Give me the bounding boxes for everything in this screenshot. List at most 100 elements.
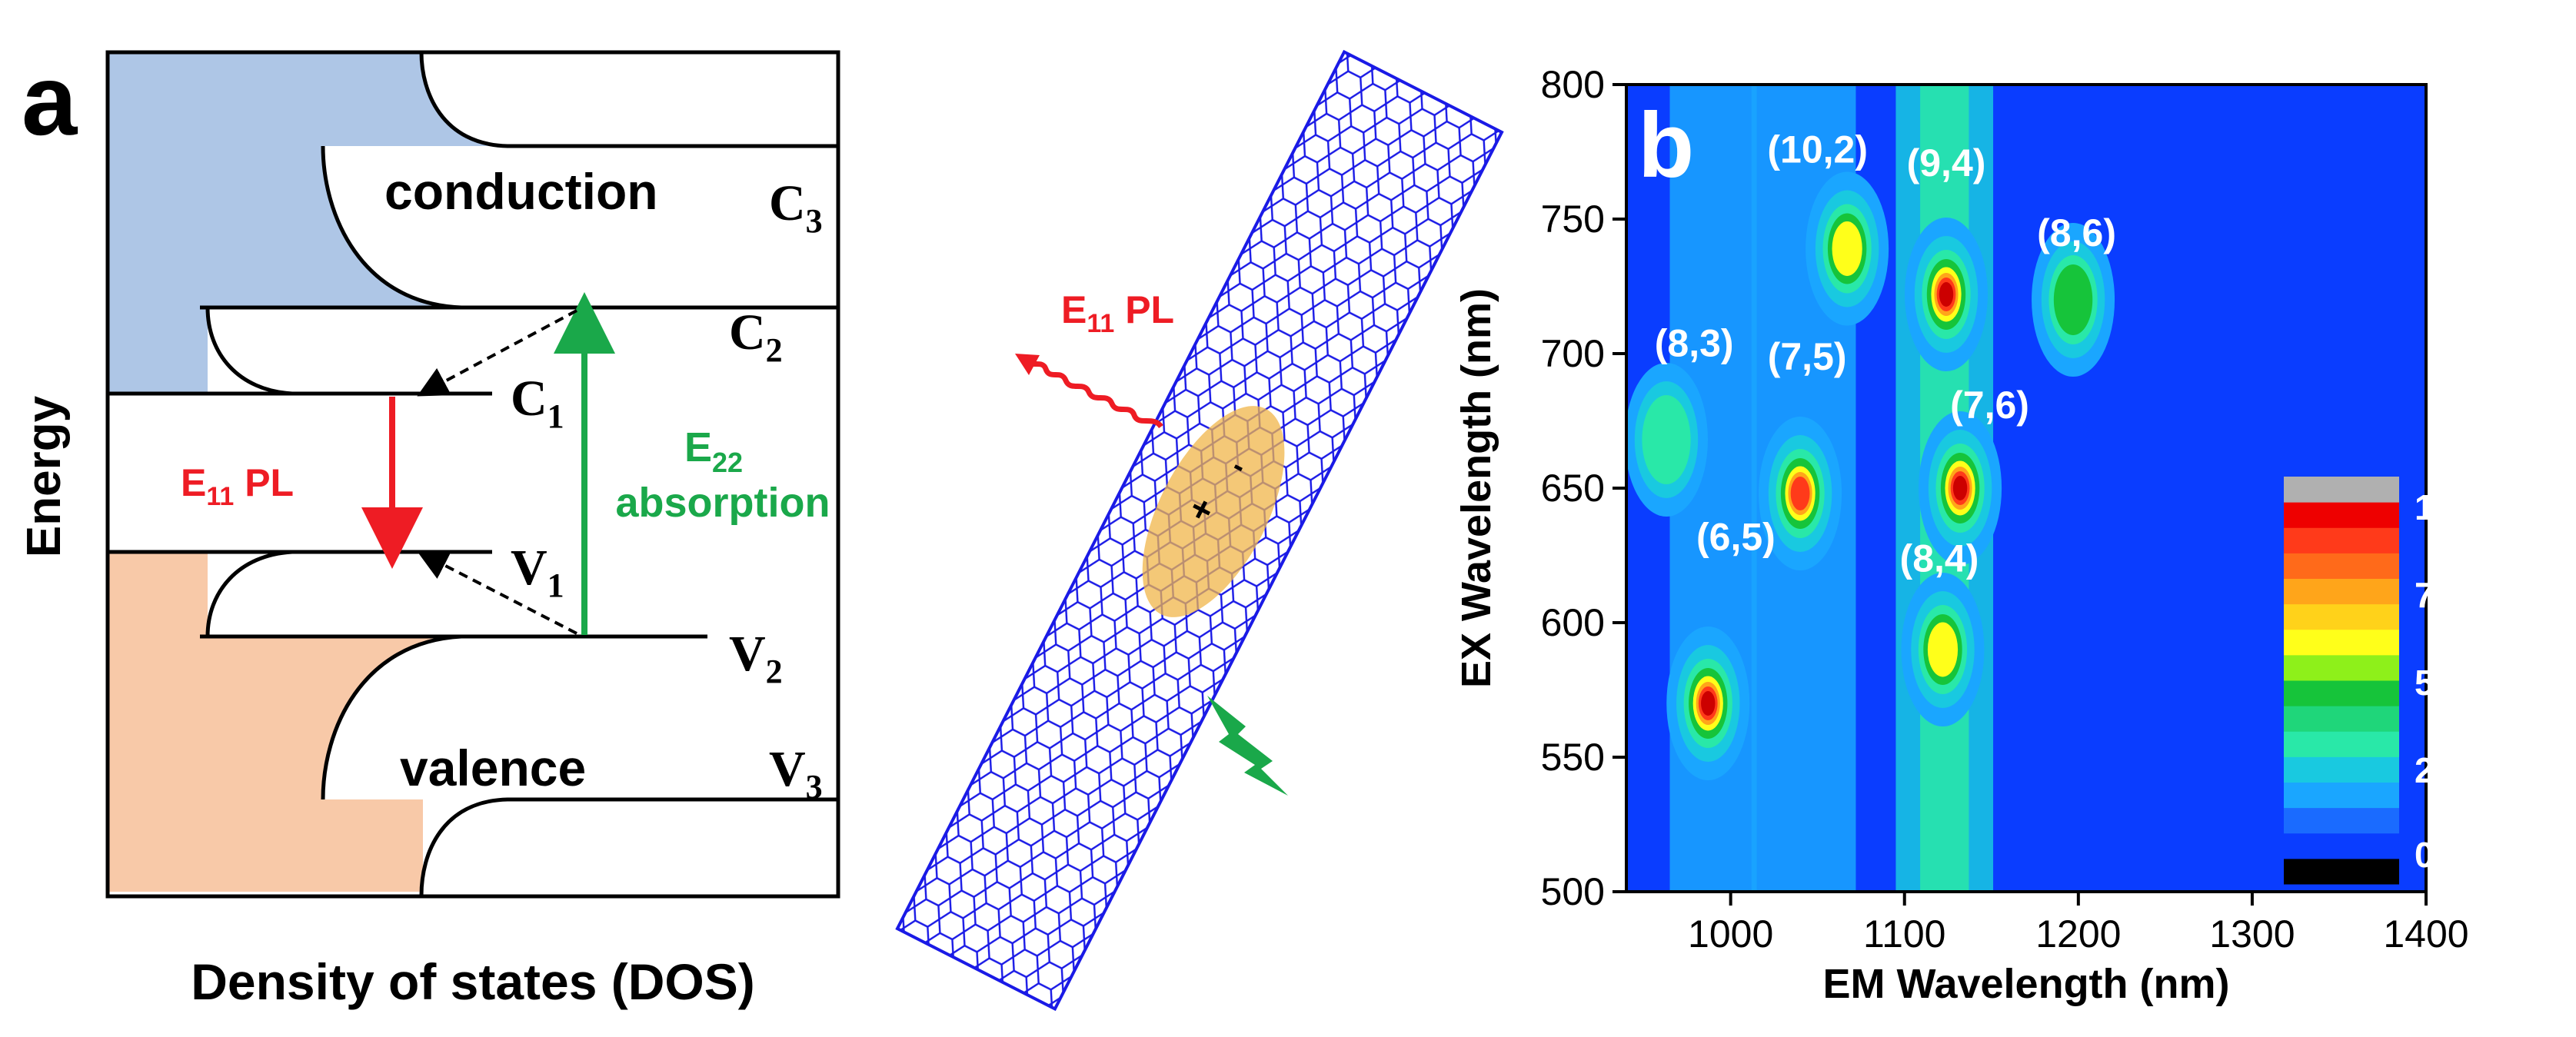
conduction-fill-low	[108, 307, 208, 394]
colorbar-segment	[2284, 527, 2399, 553]
valence-label: valence	[400, 740, 586, 796]
y-tick-label: 500	[1541, 870, 1605, 913]
y-tick-label: 750	[1541, 198, 1605, 241]
excitation-bolt-icon	[1207, 696, 1288, 796]
colorbar-segment	[2284, 680, 2399, 706]
relaxation-arrow-c	[417, 309, 577, 397]
v1-subband-shape	[208, 552, 838, 636]
nanotube-outline	[895, 49, 1504, 1012]
colorbar-label: 52.00	[2415, 663, 2503, 703]
x-tick-label: 1000	[1688, 912, 1773, 956]
colorbar-segment	[2284, 477, 2399, 503]
heatmap-peak-6-level-4	[1927, 622, 1959, 677]
colorbar-segment	[2284, 603, 2399, 630]
colorbar-segment	[2284, 833, 2399, 859]
colorbar-label: 78.00	[2415, 575, 2503, 615]
valence-fill-curve	[331, 632, 461, 799]
pl-emission-wave	[1023, 359, 1163, 429]
x-tick-label: 1100	[1863, 912, 1946, 956]
v1-label: V1	[511, 540, 564, 604]
axis-layer: 1000 1100 1200 1300 1400 500 550 600 650 700 750 80…	[1541, 63, 2469, 956]
peak-label-1: (9,4)	[1907, 141, 1986, 184]
colorbar-label: 104.0	[2415, 487, 2503, 527]
pl-wave-arrowhead	[1015, 354, 1040, 375]
x-tick-label: 1200	[2035, 912, 2121, 956]
dos-axis-label: Density of states (DOS)	[191, 953, 754, 1010]
x-tick-label: 1400	[2383, 912, 2468, 956]
peak-label-7: (8,4)	[1900, 537, 1979, 580]
colorbar: 104.0 78.00 52.00 26.00 0.000	[2284, 477, 2503, 885]
y-axis-title: EX Wavelength (nm)	[1453, 288, 1499, 688]
dos-frame	[105, 50, 840, 899]
panel-b-letter: b	[1638, 94, 1694, 197]
gap-region	[108, 394, 838, 552]
v3-subband-shape	[421, 799, 838, 896]
colorbar-label: 0.000	[2415, 835, 2503, 875]
colorbar-segment	[2284, 858, 2399, 885]
heatmap-peak-5-level-7	[1952, 476, 1968, 500]
c3-label: C3	[769, 175, 823, 240]
colorbar-segment	[2284, 706, 2399, 732]
v2-subband-shape	[323, 636, 838, 799]
heatmap-peak-1-level-2	[1642, 395, 1691, 484]
colorbar-segment	[2284, 502, 2399, 528]
colorbar-label: 26.00	[2415, 750, 2503, 790]
colorbar-segment	[2284, 731, 2399, 757]
c1-subband-shape	[208, 307, 838, 394]
c2-subband-shape	[323, 146, 838, 307]
panel-b-ple-map: 1000 1100 1200 1300 1400 500 550 600 650 700 750 80…	[1446, 0, 2576, 1033]
heatmap-peak-4-level-7	[1939, 282, 1954, 307]
peak-label-2: (8,6)	[2037, 211, 2116, 254]
v2-label: V2	[729, 626, 783, 690]
heatmap-peak-3-level-4	[1832, 221, 1862, 276]
colorbar-segment	[2284, 578, 2399, 605]
pl-label: E11 PL	[1061, 288, 1174, 338]
y-tick-label: 650	[1541, 467, 1605, 510]
conduction-fill-curve	[331, 145, 461, 311]
colorbar-segment	[2284, 654, 2399, 681]
y-tick-label: 700	[1541, 332, 1605, 375]
peak-label-6: (6,5)	[1696, 516, 1776, 559]
heatmap-peak-7-level-3	[2053, 264, 2093, 335]
heatmap-peak-0-level-7	[1701, 691, 1716, 716]
valence-fill-low	[108, 799, 423, 892]
y-tick-label: 600	[1541, 601, 1605, 644]
colorbar-segment	[2284, 756, 2399, 783]
c3-subband-shape	[421, 52, 838, 146]
panel-nanotube-illustration: - + E11 PL	[830, 0, 1507, 1033]
panel-a-dos-diagram: a Energy Density of states (DOS) conduct…	[0, 0, 846, 1033]
colorbar-segment	[2284, 629, 2399, 656]
valence-fill-mid	[108, 632, 331, 801]
x-axis-title: EM Wavelength (nm)	[1822, 961, 2229, 1007]
colorbar-segment	[2284, 553, 2399, 579]
peak-label-0: (10,2)	[1767, 128, 1868, 171]
energy-axis-label: Energy	[18, 395, 71, 557]
relaxation-arrow-v	[417, 550, 577, 635]
ple-map-svg: 1000 1100 1200 1300 1400 500 550 600 650 700 750 80…	[1453, 63, 2503, 1007]
colorbar-segment	[2284, 782, 2399, 809]
panel-a-letter: a	[22, 44, 78, 156]
dos-diagram-svg: a Energy Density of states (DOS) conduct…	[18, 44, 840, 1010]
absorption-label: absorption	[616, 480, 830, 526]
e22-label: E22	[684, 424, 743, 478]
heatmap-peak-2-level-6	[1790, 477, 1810, 510]
colorbar-segment	[2284, 807, 2399, 834]
e11-pl-label: E11 PL	[181, 461, 294, 511]
peak-label-3: (8,3)	[1655, 322, 1734, 365]
y-tick-label: 800	[1541, 63, 1605, 106]
peak-label-4: (7,5)	[1768, 335, 1847, 378]
conduction-fill-top	[108, 52, 423, 145]
peak-labels: (10,2) (9,4) (8,6) (8,3) (7,5) (7,6) (6,5) (8,4…	[1655, 128, 2116, 580]
x-tick-label: 1300	[2209, 912, 2295, 956]
conduction-fill-mid	[108, 145, 331, 314]
exciton-region	[1142, 406, 1285, 617]
peak-label-5: (7,6)	[1950, 384, 2029, 427]
valence-fill-top	[108, 552, 208, 636]
nanotube: - +	[895, 49, 1504, 1012]
c2-label: C2	[729, 304, 783, 369]
nanotube-svg: - + E11 PL	[895, 49, 1504, 1012]
c1-label: C1	[511, 371, 564, 435]
heatmap-layer	[1626, 85, 2115, 892]
y-tick-label: 550	[1541, 736, 1605, 779]
v3-label: V3	[769, 741, 823, 806]
